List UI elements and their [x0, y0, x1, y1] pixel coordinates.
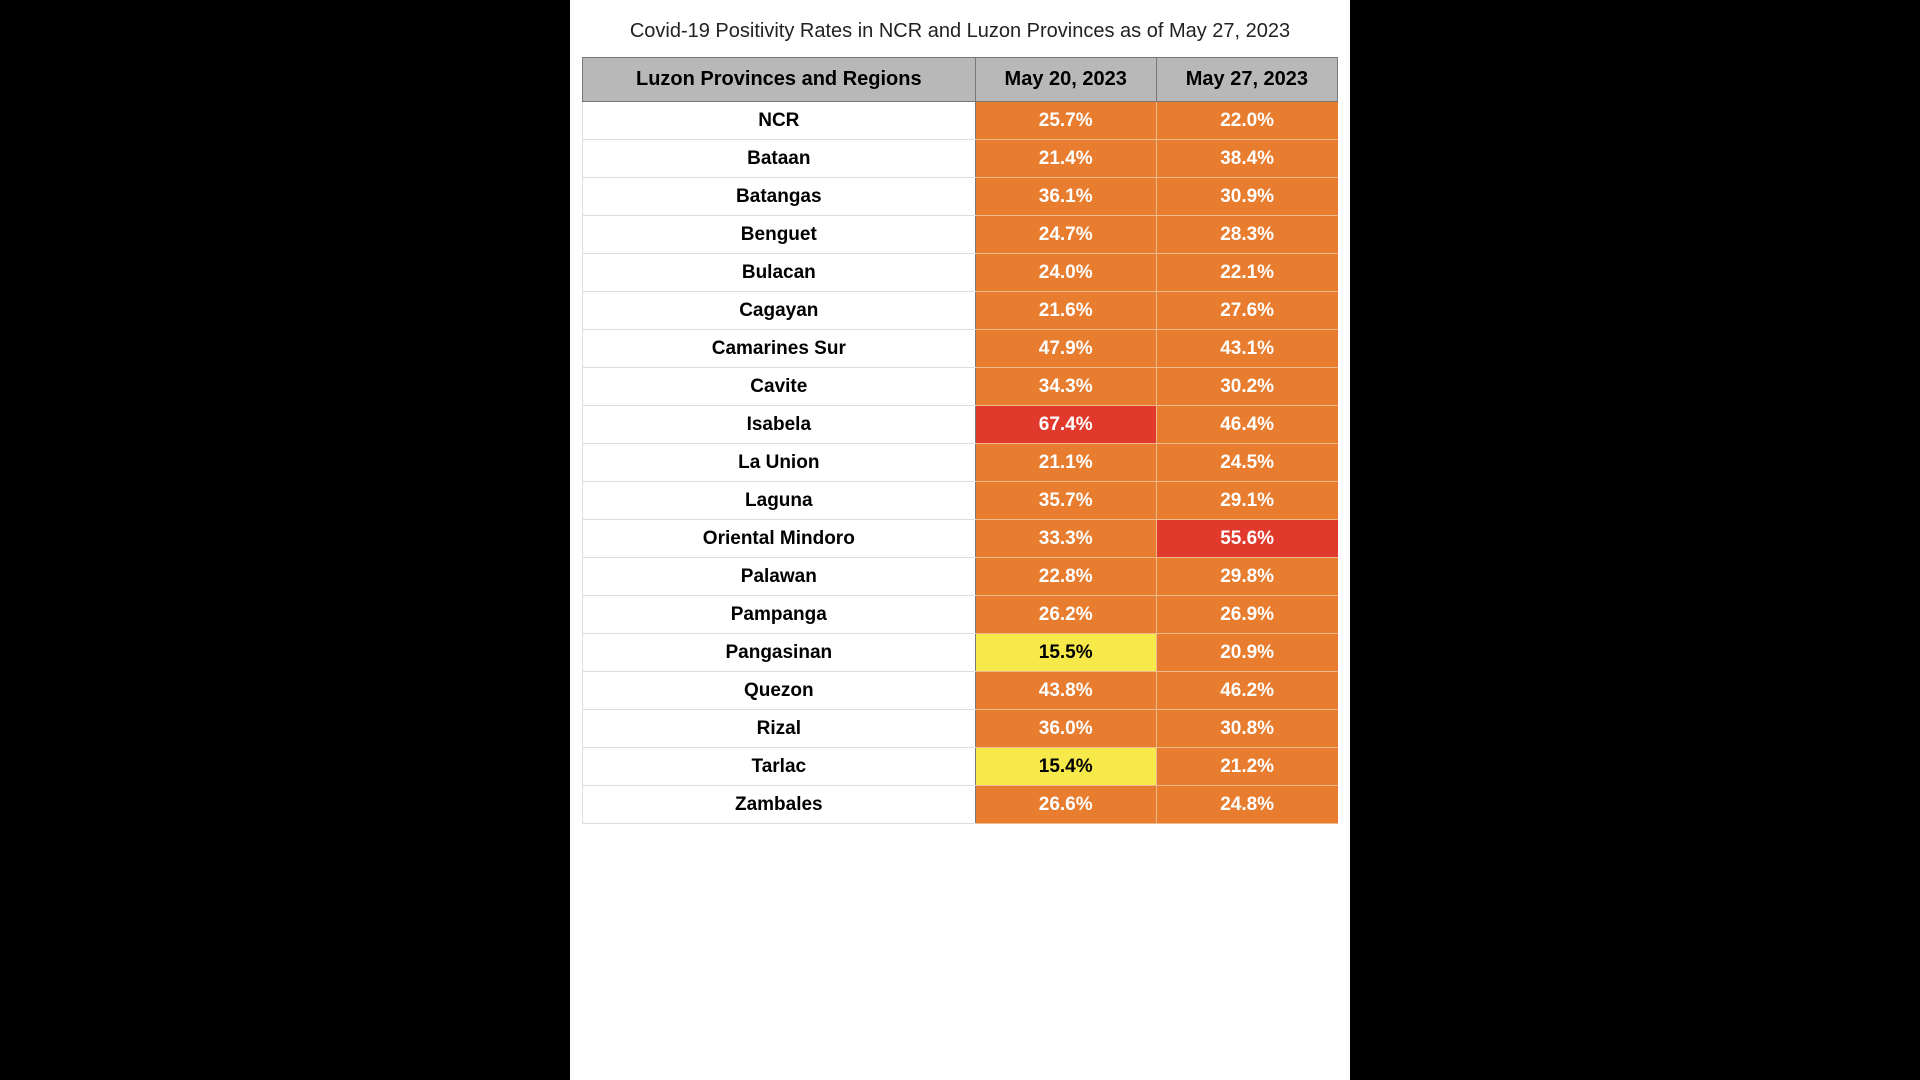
table-header-row: Luzon Provinces and Regions May 20, 2023…: [583, 58, 1338, 102]
value-may20: 47.9%: [975, 330, 1156, 368]
province-cell: Isabela: [583, 406, 976, 444]
table-row: Bulacan24.0%22.1%: [583, 254, 1338, 292]
province-cell: La Union: [583, 444, 976, 482]
table-row: Rizal36.0%30.8%: [583, 710, 1338, 748]
province-cell: Cagayan: [583, 292, 976, 330]
value-may20: 15.5%: [975, 634, 1156, 672]
value-may20: 36.0%: [975, 710, 1156, 748]
header-may27: May 27, 2023: [1156, 58, 1337, 102]
province-cell: Cavite: [583, 368, 976, 406]
value-may20: 21.1%: [975, 444, 1156, 482]
value-may27: 24.5%: [1156, 444, 1337, 482]
value-may27: 46.4%: [1156, 406, 1337, 444]
table-body: NCR25.7%22.0%Bataan21.4%38.4%Batangas36.…: [583, 102, 1338, 824]
province-cell: Oriental Mindoro: [583, 520, 976, 558]
page-container: Covid-19 Positivity Rates in NCR and Luz…: [570, 0, 1350, 1080]
table-row: Batangas36.1%30.9%: [583, 178, 1338, 216]
value-may20: 24.0%: [975, 254, 1156, 292]
province-cell: Bataan: [583, 140, 976, 178]
province-cell: Tarlac: [583, 748, 976, 786]
value-may20: 35.7%: [975, 482, 1156, 520]
table-row: Bataan21.4%38.4%: [583, 140, 1338, 178]
value-may27: 28.3%: [1156, 216, 1337, 254]
value-may20: 21.6%: [975, 292, 1156, 330]
table-row: Cagayan21.6%27.6%: [583, 292, 1338, 330]
table-row: Laguna35.7%29.1%: [583, 482, 1338, 520]
value-may27: 20.9%: [1156, 634, 1337, 672]
province-cell: Pampanga: [583, 596, 976, 634]
value-may27: 26.9%: [1156, 596, 1337, 634]
value-may20: 26.6%: [975, 786, 1156, 824]
table-row: Pampanga26.2%26.9%: [583, 596, 1338, 634]
table-row: Tarlac15.4%21.2%: [583, 748, 1338, 786]
value-may20: 34.3%: [975, 368, 1156, 406]
province-cell: NCR: [583, 102, 976, 140]
province-cell: Pangasinan: [583, 634, 976, 672]
value-may20: 24.7%: [975, 216, 1156, 254]
value-may20: 26.2%: [975, 596, 1156, 634]
value-may20: 22.8%: [975, 558, 1156, 596]
table-row: Pangasinan15.5%20.9%: [583, 634, 1338, 672]
table-row: Benguet24.7%28.3%: [583, 216, 1338, 254]
value-may20: 33.3%: [975, 520, 1156, 558]
chart-title: Covid-19 Positivity Rates in NCR and Luz…: [582, 20, 1338, 43]
table-row: Camarines Sur47.9%43.1%: [583, 330, 1338, 368]
value-may27: 38.4%: [1156, 140, 1337, 178]
province-cell: Zambales: [583, 786, 976, 824]
value-may27: 24.8%: [1156, 786, 1337, 824]
value-may27: 55.6%: [1156, 520, 1337, 558]
province-cell: Laguna: [583, 482, 976, 520]
header-may20: May 20, 2023: [975, 58, 1156, 102]
province-cell: Batangas: [583, 178, 976, 216]
table-row: NCR25.7%22.0%: [583, 102, 1338, 140]
value-may20: 36.1%: [975, 178, 1156, 216]
value-may20: 21.4%: [975, 140, 1156, 178]
value-may20: 25.7%: [975, 102, 1156, 140]
value-may27: 21.2%: [1156, 748, 1337, 786]
province-cell: Bulacan: [583, 254, 976, 292]
province-cell: Benguet: [583, 216, 976, 254]
value-may27: 30.2%: [1156, 368, 1337, 406]
province-cell: Quezon: [583, 672, 976, 710]
value-may27: 22.0%: [1156, 102, 1337, 140]
value-may20: 67.4%: [975, 406, 1156, 444]
value-may27: 30.9%: [1156, 178, 1337, 216]
value-may27: 30.8%: [1156, 710, 1337, 748]
value-may27: 29.1%: [1156, 482, 1337, 520]
table-row: Quezon43.8%46.2%: [583, 672, 1338, 710]
province-cell: Camarines Sur: [583, 330, 976, 368]
value-may20: 43.8%: [975, 672, 1156, 710]
value-may20: 15.4%: [975, 748, 1156, 786]
table-row: Cavite34.3%30.2%: [583, 368, 1338, 406]
value-may27: 29.8%: [1156, 558, 1337, 596]
table-row: Palawan22.8%29.8%: [583, 558, 1338, 596]
table-row: Isabela67.4%46.4%: [583, 406, 1338, 444]
value-may27: 43.1%: [1156, 330, 1337, 368]
value-may27: 46.2%: [1156, 672, 1337, 710]
positivity-table: Luzon Provinces and Regions May 20, 2023…: [582, 57, 1338, 824]
province-cell: Palawan: [583, 558, 976, 596]
table-row: Oriental Mindoro33.3%55.6%: [583, 520, 1338, 558]
header-province: Luzon Provinces and Regions: [583, 58, 976, 102]
table-row: Zambales26.6%24.8%: [583, 786, 1338, 824]
value-may27: 27.6%: [1156, 292, 1337, 330]
value-may27: 22.1%: [1156, 254, 1337, 292]
table-row: La Union21.1%24.5%: [583, 444, 1338, 482]
province-cell: Rizal: [583, 710, 976, 748]
